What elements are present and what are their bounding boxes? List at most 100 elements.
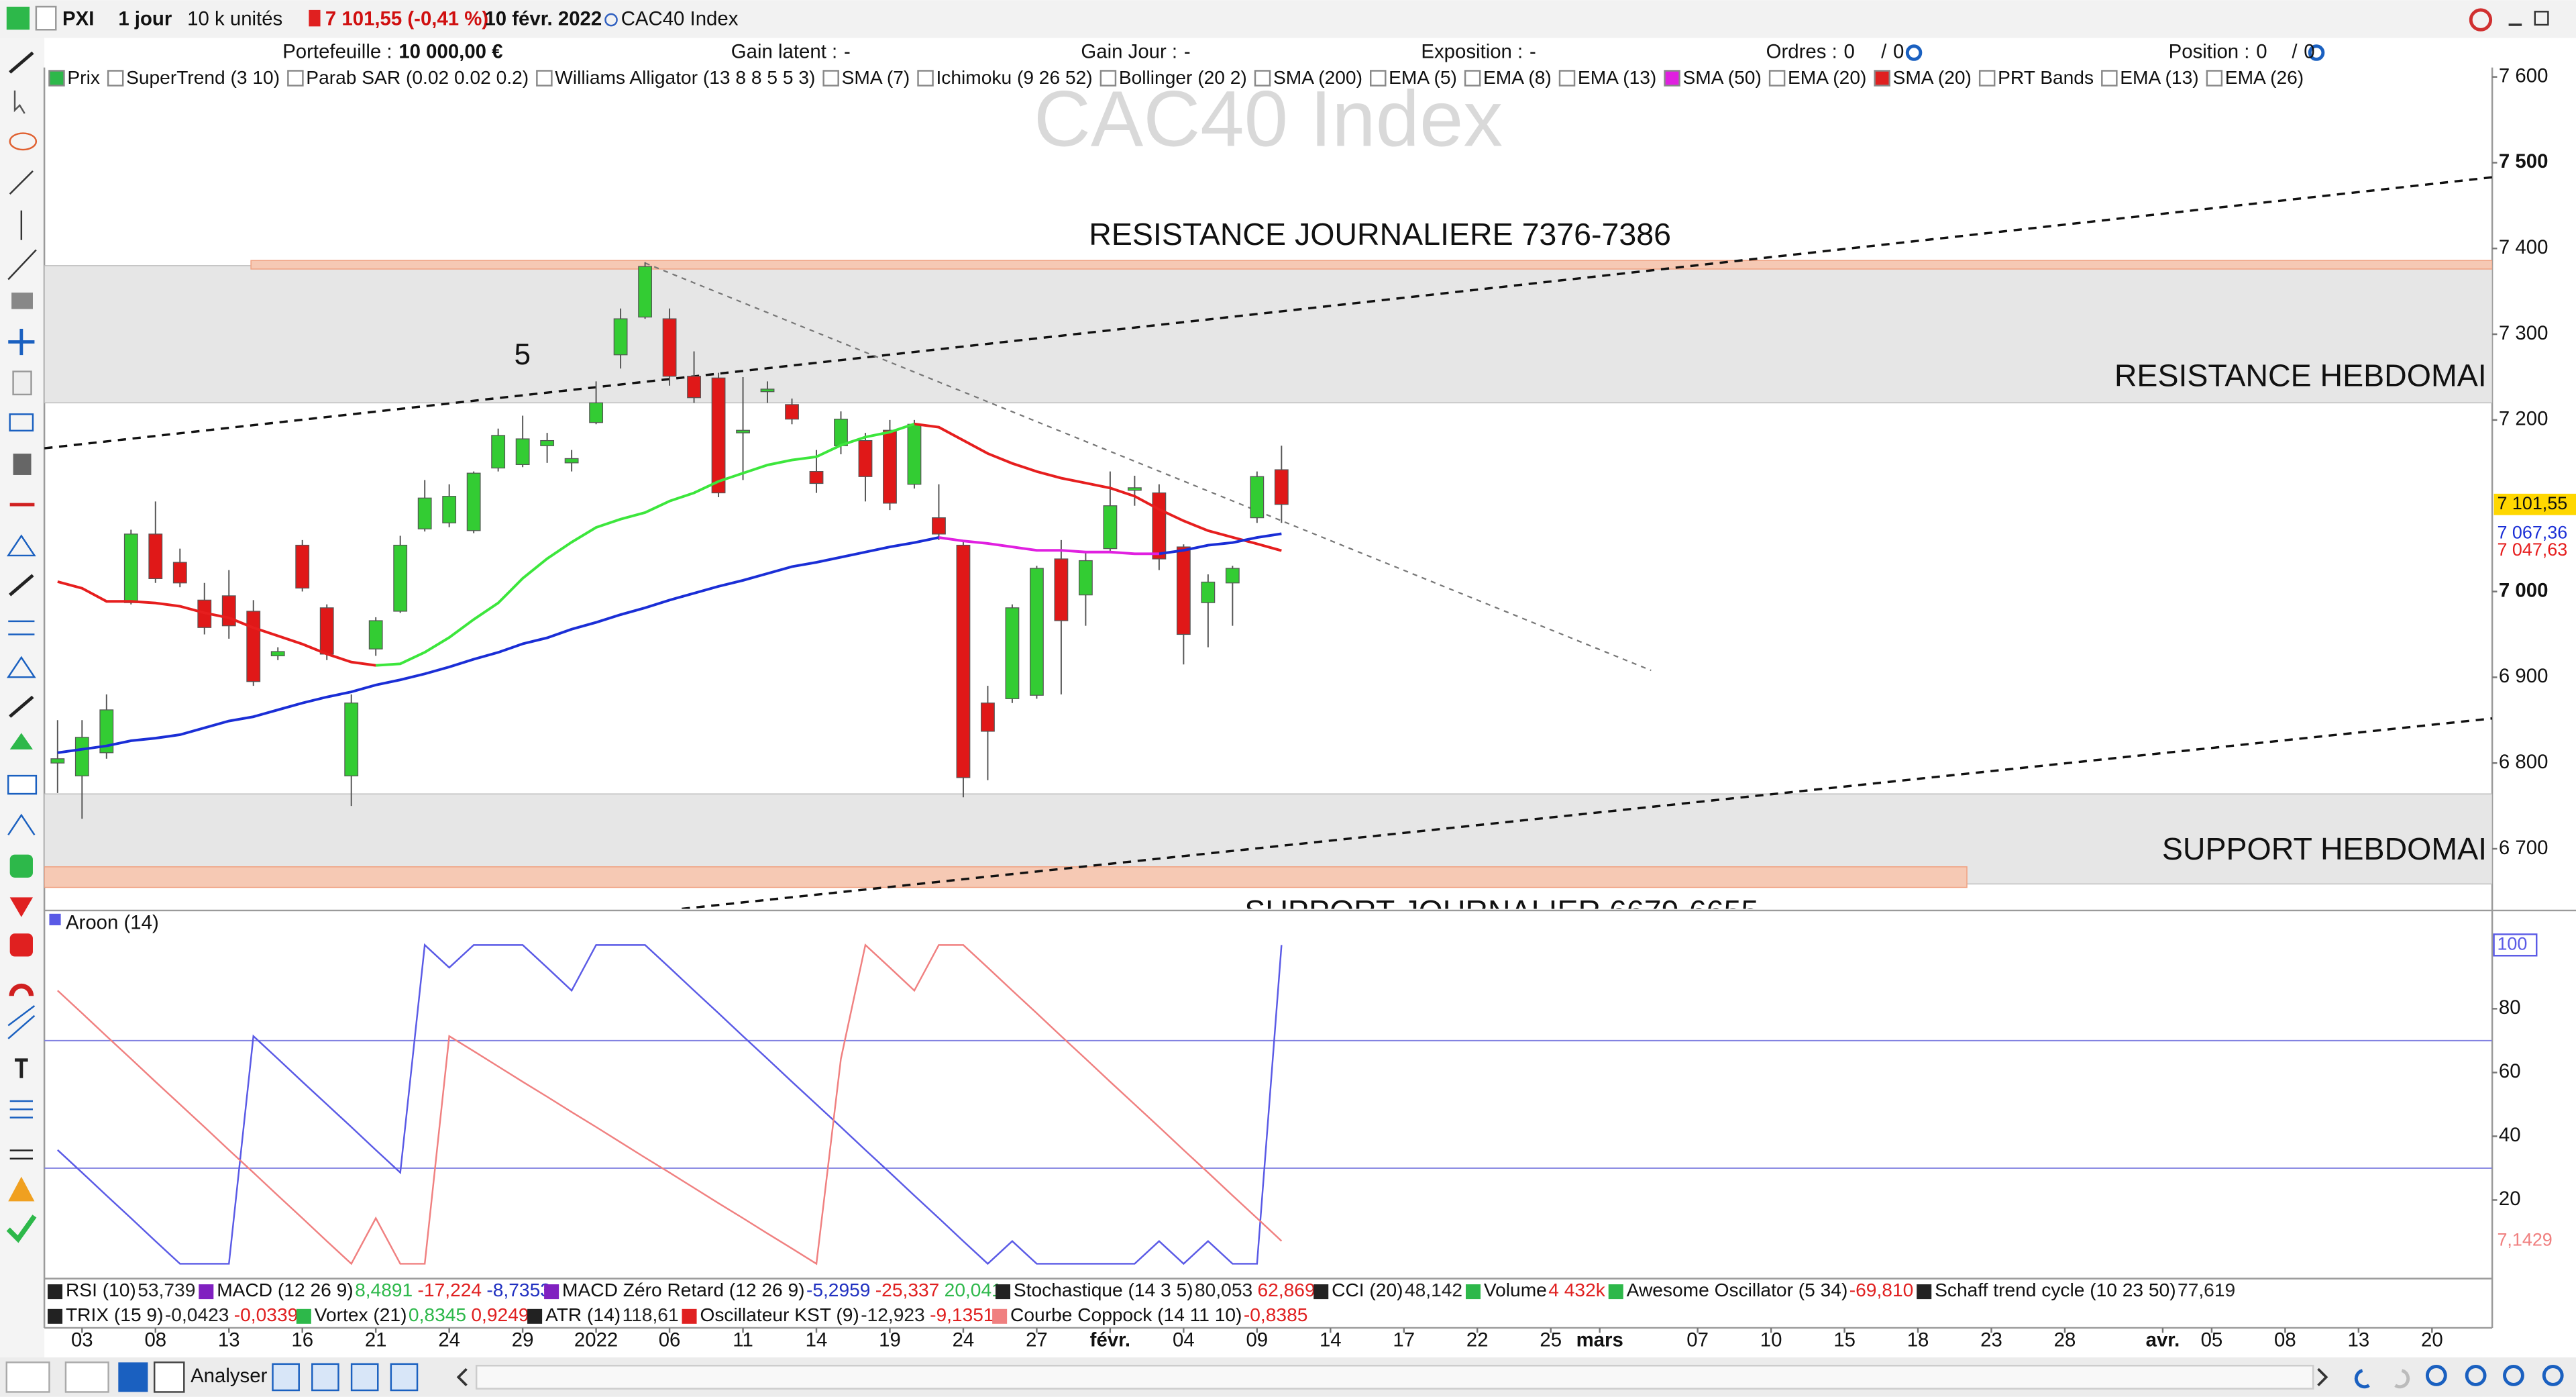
annotation: SUPPORT HEBDOMAI <box>2162 831 2487 866</box>
alert-tool[interactable] <box>8 1176 35 1202</box>
redo-button[interactable] <box>2394 1369 2410 1389</box>
pencil-tool[interactable] <box>9 51 34 74</box>
thumb-down-tool[interactable] <box>9 933 33 957</box>
indicator-box[interactable] <box>1917 1284 1932 1300</box>
candle-body <box>1078 560 1093 596</box>
indicator-readout: Volume 4 432k <box>1484 1280 1606 1301</box>
fibo-tool[interactable] <box>6 534 36 557</box>
copy-tool[interactable] <box>12 370 32 396</box>
candle-body <box>1225 568 1240 584</box>
field-value: 0 <box>1893 40 1904 62</box>
indicator-name: Volume <box>1484 1280 1547 1301</box>
legend-checkbox[interactable] <box>1254 70 1271 87</box>
legend-checkbox[interactable] <box>536 70 553 87</box>
indicator-box[interactable] <box>1465 1284 1481 1300</box>
units-selector[interactable]: 10 k unités <box>187 7 282 30</box>
text-tool[interactable] <box>15 1058 28 1078</box>
legend-checkbox[interactable] <box>48 70 65 87</box>
legend-checkbox[interactable] <box>917 70 934 87</box>
scroll-right[interactable] <box>2317 1367 2328 1386</box>
magnet-tool[interactable] <box>9 983 34 996</box>
indicator-box[interactable] <box>682 1308 697 1324</box>
legend-checkbox[interactable] <box>1099 70 1117 87</box>
percent-tool[interactable] <box>7 774 38 795</box>
ray-tool[interactable] <box>7 249 37 280</box>
indicator-box[interactable] <box>48 1308 63 1324</box>
move-tool[interactable] <box>8 328 35 356</box>
x-tick-label: 10 <box>1760 1329 1782 1351</box>
legend-checkbox[interactable] <box>1874 70 1890 87</box>
indicator-box[interactable] <box>199 1284 214 1300</box>
up-arrow-tool[interactable] <box>9 733 33 749</box>
candle-body <box>883 429 897 504</box>
levels-tool[interactable] <box>9 1100 33 1119</box>
legend-checkbox[interactable] <box>1558 70 1576 87</box>
zoom-fit-button[interactable] <box>2542 1365 2564 1386</box>
analyze-button[interactable]: Analyser <box>191 1365 268 1387</box>
rect-tool[interactable] <box>9 413 34 432</box>
legend-checkbox[interactable] <box>287 70 304 87</box>
list-tool[interactable] <box>9 1149 33 1159</box>
cursor-tool[interactable] <box>13 90 25 114</box>
draw-button[interactable] <box>5 1361 50 1393</box>
candle-body <box>172 562 187 584</box>
tool-button[interactable] <box>311 1363 339 1392</box>
share-button[interactable] <box>118 1362 148 1392</box>
x-tick-label: 25 <box>1540 1329 1562 1351</box>
indicator-box[interactable] <box>995 1284 1011 1300</box>
zones <box>44 260 2493 888</box>
indicator-value: 77,619 <box>2178 1280 2235 1301</box>
legend-checkbox[interactable] <box>107 70 124 87</box>
legend-checkbox[interactable] <box>2101 70 2118 87</box>
ellipse-tool[interactable] <box>9 132 38 151</box>
indicator-value: 118,61 <box>623 1304 679 1325</box>
legend-checkbox[interactable] <box>822 70 839 87</box>
legend-checkbox[interactable] <box>1664 70 1680 87</box>
pitchfork-tool[interactable] <box>7 813 36 835</box>
down-arrow-tool[interactable] <box>9 897 33 917</box>
indicator-box[interactable] <box>544 1284 559 1300</box>
refresh-button[interactable] <box>2469 8 2493 32</box>
scrollbar[interactable] <box>475 1365 2314 1390</box>
legend-checkbox[interactable] <box>1369 70 1387 87</box>
gann-tool[interactable] <box>7 1004 36 1039</box>
indicator-box[interactable] <box>49 913 61 925</box>
check-tool[interactable] <box>6 1214 37 1243</box>
undo-button[interactable] <box>2354 1369 2370 1389</box>
legend-checkbox[interactable] <box>1464 70 1481 87</box>
indicator-box[interactable] <box>1608 1284 1623 1300</box>
legend-entry: SMA (200) <box>1273 67 1362 88</box>
legend-checkbox[interactable] <box>1768 70 1786 87</box>
zoom-out-button[interactable] <box>2465 1365 2487 1386</box>
line-tool[interactable] <box>9 170 34 195</box>
x-tick-label: 27 <box>1026 1329 1048 1351</box>
arrow-tool[interactable] <box>9 695 34 718</box>
indicator-box[interactable] <box>1313 1284 1329 1300</box>
arrow-tool[interactable] <box>9 574 34 597</box>
zoom-in-button[interactable] <box>2503 1365 2524 1386</box>
trash-tool[interactable] <box>13 454 32 475</box>
zoom-button[interactable] <box>2425 1365 2447 1386</box>
thumb-up-tool[interactable] <box>9 854 33 878</box>
indicator-box[interactable] <box>296 1308 311 1324</box>
ticker[interactable]: PXI <box>62 7 94 30</box>
indicator-value: -0,8385 <box>1244 1304 1308 1325</box>
indicator-box[interactable] <box>527 1308 543 1324</box>
tool-icon[interactable] <box>11 293 33 309</box>
legend-checkbox[interactable] <box>1978 70 1996 87</box>
chart-icon[interactable] <box>35 5 57 31</box>
maximize-button[interactable] <box>2534 11 2549 26</box>
triangle-tool[interactable] <box>6 656 36 678</box>
scroll-left[interactable] <box>456 1367 468 1386</box>
logo-icon[interactable] <box>6 6 30 30</box>
tool-button[interactable] <box>390 1363 419 1392</box>
chart-type-button[interactable] <box>64 1361 109 1393</box>
period-selector[interactable]: 1 jour <box>118 7 172 30</box>
channel-tool[interactable] <box>8 620 35 635</box>
tool-button[interactable] <box>272 1363 300 1392</box>
indicator-box[interactable] <box>992 1308 1008 1324</box>
legend-checkbox[interactable] <box>2206 70 2223 87</box>
layout-button[interactable] <box>153 1361 185 1393</box>
indicator-box[interactable] <box>48 1284 63 1300</box>
tool-button[interactable] <box>350 1363 379 1392</box>
